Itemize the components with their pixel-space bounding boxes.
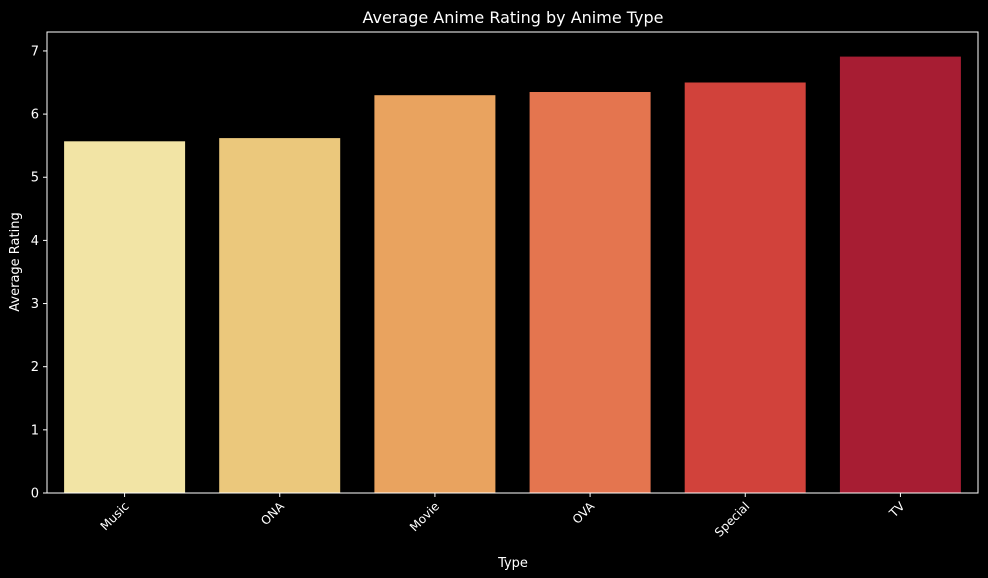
x-tick-label: TV xyxy=(886,499,908,521)
x-tick-label: ONA xyxy=(258,499,287,528)
bar-tv xyxy=(839,56,961,493)
y-tick-label: 7 xyxy=(31,44,39,59)
plot-background xyxy=(47,32,978,493)
y-tick-label: 2 xyxy=(31,360,39,375)
bar-music xyxy=(64,141,186,494)
x-axis-label: Type xyxy=(497,556,528,571)
x-tick-label: Special xyxy=(712,499,752,539)
bars-group xyxy=(64,56,961,494)
y-tick-label: 1 xyxy=(31,423,39,438)
y-tick-label: 6 xyxy=(31,108,39,123)
bar-special xyxy=(684,82,806,493)
y-ticks-group: 0 1 2 3 4 5 6 7 xyxy=(31,44,47,502)
y-axis-label: Average Rating xyxy=(8,212,23,311)
chart-title: Average Anime Rating by Anime Type xyxy=(362,8,663,27)
y-tick-label: 3 xyxy=(31,297,39,312)
x-tick-label: OVA xyxy=(570,499,598,527)
x-tick-label: Movie xyxy=(407,499,442,534)
x-tick-label: Music xyxy=(98,499,132,533)
bar-ova xyxy=(529,92,651,493)
x-ticks-group: Music ONA Movie OVA Special TV xyxy=(98,493,908,540)
bar-movie xyxy=(374,95,496,493)
y-tick-label: 5 xyxy=(31,171,39,186)
bar-ona xyxy=(219,138,341,493)
y-tick-label: 0 xyxy=(31,487,39,502)
plot-frame xyxy=(46,31,979,494)
y-tick-label: 4 xyxy=(31,234,39,249)
